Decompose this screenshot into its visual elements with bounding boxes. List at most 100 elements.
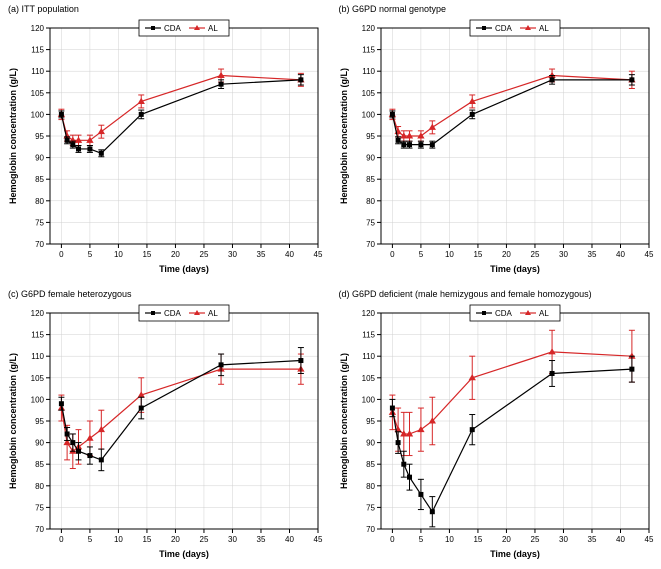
svg-text:20: 20 (171, 535, 180, 544)
svg-text:45: 45 (314, 535, 323, 544)
panel-a: (a) ITT population 051015202530354045707… (0, 0, 331, 285)
svg-text:80: 80 (35, 481, 44, 490)
svg-text:15: 15 (473, 250, 482, 259)
svg-text:Hemoglobin concentration (g/L): Hemoglobin concentration (g/L) (339, 353, 349, 489)
svg-text:95: 95 (366, 132, 375, 141)
panel-c-title: (c) G6PD female heterozygous (8, 289, 132, 299)
svg-text:5: 5 (418, 250, 423, 259)
svg-text:120: 120 (31, 24, 45, 33)
svg-text:35: 35 (257, 535, 266, 544)
svg-text:Time (days): Time (days) (490, 549, 540, 559)
svg-text:25: 25 (530, 250, 539, 259)
svg-text:105: 105 (361, 89, 375, 98)
svg-text:35: 35 (587, 535, 596, 544)
svg-text:AL: AL (539, 24, 549, 33)
svg-text:85: 85 (366, 460, 375, 469)
svg-text:100: 100 (361, 110, 375, 119)
svg-text:80: 80 (35, 197, 44, 206)
svg-text:5: 5 (418, 535, 423, 544)
svg-text:90: 90 (366, 154, 375, 163)
panel-a-svg: 0510152025303540457075808590951001051101… (0, 0, 330, 284)
svg-text:30: 30 (559, 535, 568, 544)
svg-text:70: 70 (35, 240, 44, 249)
panel-a-title: (a) ITT population (8, 4, 79, 14)
svg-text:110: 110 (362, 67, 375, 76)
svg-text:AL: AL (539, 309, 549, 318)
svg-text:Hemoglobin concentration (g/L): Hemoglobin concentration (g/L) (8, 68, 18, 204)
svg-text:115: 115 (362, 46, 375, 55)
svg-text:0: 0 (390, 250, 395, 259)
panel-b: (b) G6PD normal genotype 0 5 10 15 20 25 30 35 4… (331, 0, 661, 285)
svg-text:AL: AL (208, 24, 218, 33)
svg-text:15: 15 (142, 535, 151, 544)
svg-text:35: 35 (257, 250, 266, 259)
svg-text:45: 45 (644, 535, 653, 544)
svg-text:Hemoglobin concentration (g/L): Hemoglobin concentration (g/L) (8, 353, 18, 489)
svg-text:100: 100 (31, 395, 45, 404)
svg-text:25: 25 (530, 535, 539, 544)
panel-c-svg: 0510152025303540457075808590951001051101… (0, 285, 330, 569)
svg-text:85: 85 (35, 460, 44, 469)
svg-text:110: 110 (31, 352, 44, 361)
svg-text:0: 0 (390, 535, 395, 544)
panel-d: (d) G6PD deficient (male hemizygous and … (331, 285, 661, 569)
svg-text:25: 25 (200, 250, 209, 259)
svg-text:90: 90 (366, 438, 375, 447)
svg-text:15: 15 (473, 535, 482, 544)
svg-text:20: 20 (501, 250, 510, 259)
svg-text:45: 45 (644, 250, 653, 259)
svg-text:95: 95 (35, 417, 44, 426)
svg-text:0: 0 (59, 250, 64, 259)
svg-text:5: 5 (88, 535, 93, 544)
svg-text:75: 75 (366, 503, 375, 512)
svg-text:CDA: CDA (164, 24, 182, 33)
svg-text:75: 75 (366, 218, 375, 227)
svg-text:10: 10 (444, 535, 453, 544)
svg-text:Time (days): Time (days) (159, 264, 209, 274)
svg-text:CDA: CDA (495, 24, 513, 33)
svg-text:25: 25 (200, 535, 209, 544)
svg-text:40: 40 (616, 535, 625, 544)
svg-text:100: 100 (361, 395, 375, 404)
svg-text:40: 40 (616, 250, 625, 259)
svg-text:0: 0 (59, 535, 64, 544)
svg-text:40: 40 (285, 250, 294, 259)
panel-c: (c) G6PD female heterozygous 0 5 10 15 20 25 3… (0, 285, 331, 569)
svg-text:105: 105 (31, 89, 45, 98)
chart-grid: (a) ITT population 0 5 10 15 20 25 30 35 40 45 70 7… (0, 0, 661, 569)
svg-text:10: 10 (114, 250, 123, 259)
panel-b-title: (b) G6PD normal genotype (339, 4, 447, 14)
svg-text:80: 80 (366, 197, 375, 206)
svg-text:Hemoglobin concentration (g/L): Hemoglobin concentration (g/L) (339, 68, 349, 204)
svg-text:40: 40 (285, 535, 294, 544)
panel-b-svg: 0 5 10 15 20 25 30 35 40 45 70 75 80 85 90 95 100 105 110 1… (331, 0, 661, 284)
svg-text:Time (days): Time (days) (490, 264, 540, 274)
svg-text:AL: AL (208, 309, 218, 318)
svg-text:115: 115 (31, 330, 44, 339)
svg-text:75: 75 (35, 503, 44, 512)
panel-d-svg: 0510152025303540457075808590951001051101… (331, 285, 661, 569)
svg-text:90: 90 (35, 154, 44, 163)
svg-text:110: 110 (362, 352, 375, 361)
svg-text:70: 70 (366, 525, 375, 534)
svg-text:120: 120 (361, 309, 375, 318)
svg-text:30: 30 (559, 250, 568, 259)
svg-text:90: 90 (35, 438, 44, 447)
svg-text:10: 10 (444, 250, 453, 259)
svg-text:Time (days): Time (days) (159, 549, 209, 559)
svg-text:20: 20 (501, 535, 510, 544)
svg-text:85: 85 (35, 175, 44, 184)
svg-text:95: 95 (35, 132, 44, 141)
svg-text:120: 120 (31, 309, 45, 318)
svg-text:5: 5 (88, 250, 93, 259)
svg-text:100: 100 (31, 110, 45, 119)
svg-text:75: 75 (35, 218, 44, 227)
svg-text:CDA: CDA (164, 309, 182, 318)
svg-text:20: 20 (171, 250, 180, 259)
svg-text:85: 85 (366, 175, 375, 184)
svg-text:35: 35 (587, 250, 596, 259)
svg-text:10: 10 (114, 535, 123, 544)
svg-text:80: 80 (366, 481, 375, 490)
svg-text:120: 120 (361, 24, 375, 33)
svg-text:70: 70 (366, 240, 375, 249)
